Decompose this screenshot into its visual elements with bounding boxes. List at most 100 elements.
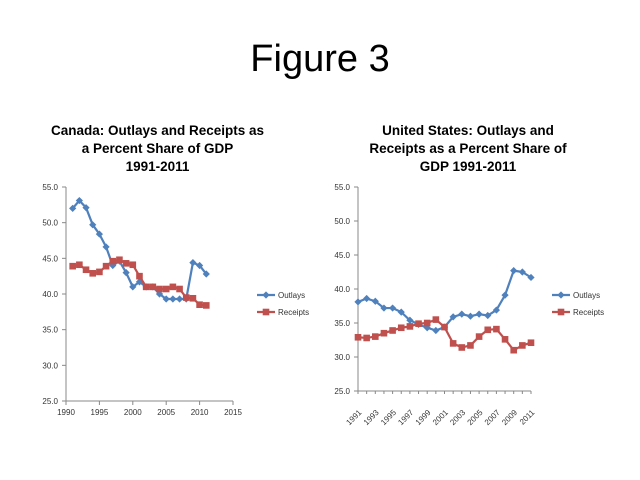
us-outlays-point	[492, 306, 500, 314]
canada-outlays-point	[196, 261, 204, 270]
canada-chart-title: Canada: Outlays and Receipts as a Percen…	[30, 122, 285, 176]
us-outlays-point	[380, 304, 388, 312]
canada-receipts-point	[122, 260, 130, 267]
canada-y-tick-label: 25.0	[42, 397, 58, 406]
us-y-tick-label: 40.0	[334, 285, 350, 294]
canada-outlays-point	[129, 283, 137, 291]
us-x-tick-label: 2005	[466, 408, 485, 427]
us-outlays-point	[354, 298, 362, 306]
us-outlays-point	[518, 268, 526, 276]
us-receipts-point	[406, 323, 414, 330]
us-receipts-point	[380, 329, 388, 337]
canada-x-tick-label: 2010	[191, 408, 209, 417]
us-outlays-point	[423, 324, 431, 332]
canada-receipts-point	[129, 261, 137, 269]
us-receipts-point	[458, 344, 466, 351]
canada-y-tick-label: 30.0	[42, 361, 58, 370]
us-outlays-point	[475, 310, 483, 318]
us-y-tick-label: 55.0	[334, 183, 350, 192]
us-outlays-line	[357, 269, 532, 332]
canada-outlays-point	[162, 295, 170, 303]
canada-outlays-point	[122, 269, 130, 277]
slide-title: Figure 3	[250, 38, 390, 80]
canada-receipts-point	[156, 285, 163, 293]
canada-receipts-point	[196, 301, 203, 308]
canada-legend-outlays-label: Outlays	[278, 291, 305, 300]
us-outlays-point	[363, 294, 371, 303]
us-receipts-point	[415, 320, 422, 327]
canada-title-line-1: Canada: Outlays and Receipts as	[50, 123, 265, 138]
canada-x-tick-label: 2005	[157, 408, 175, 417]
us-receipts-point	[484, 326, 492, 334]
us-receipts-point	[354, 333, 362, 341]
canada-outlays-point	[189, 259, 197, 267]
us-receipts-point	[363, 334, 370, 342]
canada-receipts-point	[169, 283, 177, 291]
canada-receipts-point	[176, 285, 183, 293]
us-x-tick-label: 2001	[431, 408, 450, 427]
canada-receipts-point	[189, 294, 197, 302]
us-outlays-point	[501, 291, 509, 299]
canada-receipts-point	[182, 294, 190, 301]
canada-title-line-3: 1991-2011	[125, 159, 190, 174]
canada-receipts-point	[89, 270, 97, 277]
us-title-line-3: GDP 1991-2011	[419, 159, 517, 174]
us-receipts-point	[519, 342, 526, 349]
canada-receipts-point	[202, 302, 210, 309]
us-y-tick-label: 50.0	[334, 217, 350, 226]
canada-legend-receipts-marker	[262, 308, 270, 316]
us-receipts-point	[475, 333, 483, 340]
us-outlays-point	[510, 267, 518, 275]
canada-x-tick-label: 1990	[57, 408, 75, 417]
canada-y-tick-label: 45.0	[42, 254, 58, 263]
canada-receipts-point	[76, 261, 83, 269]
canada-receipts-point	[136, 272, 143, 280]
us-receipts-point	[389, 327, 396, 334]
us-legend-outlays-label: Outlays	[573, 291, 600, 300]
us-legend-receipts-label: Receipts	[573, 308, 604, 317]
us-receipts-point	[441, 323, 448, 331]
canada-receipts-point	[82, 266, 90, 274]
us-outlays-point	[458, 310, 466, 318]
us-y-tick-label: 30.0	[334, 353, 350, 362]
canada-outlays-point	[169, 295, 177, 303]
canada-outlays-point	[202, 270, 210, 278]
canada-receipts-point	[96, 268, 103, 276]
us-receipts-point	[501, 336, 509, 343]
us-y-tick-label: 25.0	[334, 387, 350, 396]
us-receipts-point	[510, 346, 517, 354]
canada-outlays-point	[95, 230, 103, 238]
us-outlays-point	[527, 273, 535, 282]
canada-receipts-point	[142, 283, 150, 291]
canada-receipts-point	[102, 262, 110, 270]
canada-y-tick-label: 50.0	[42, 219, 58, 228]
us-receipts-point	[423, 319, 431, 327]
canada-outlays-point	[89, 221, 97, 229]
us-x-tick-label: 1993	[362, 408, 381, 427]
canada-x-tick-label: 2000	[124, 408, 142, 417]
us-outlays-point	[484, 311, 492, 320]
us-x-tick-label: 2003	[448, 408, 467, 427]
us-receipts-point	[432, 316, 440, 323]
canada-legend-receipts-label: Receipts	[278, 308, 309, 317]
us-outlays-point	[397, 308, 405, 316]
canada-y-tick-label: 55.0	[42, 183, 58, 192]
us-title-line-1: United States: Outlays and	[382, 123, 554, 138]
us-legend-outlays-marker	[557, 291, 565, 299]
us-outlays-point	[389, 304, 397, 312]
canada-outlays-point	[102, 243, 110, 251]
us-receipts-point	[372, 333, 379, 340]
canada-x-tick-label: 1995	[91, 408, 109, 417]
us-outlays-point	[449, 313, 457, 321]
canada-y-tick-label: 40.0	[42, 290, 58, 299]
us-outlays-point	[466, 312, 475, 320]
canada-outlays-point	[69, 204, 77, 212]
us-x-tick-label: 1999	[414, 408, 433, 427]
canada-outlays-point	[175, 295, 184, 303]
canada-outlays-point	[75, 196, 83, 205]
canada-title-line-2: a Percent Share of GDP	[81, 141, 234, 156]
us-receipts-point	[493, 325, 500, 333]
canada-receipts-point	[149, 283, 157, 291]
us-x-tick-label: 2011	[518, 408, 537, 427]
us-x-tick-label: 1995	[379, 408, 398, 427]
